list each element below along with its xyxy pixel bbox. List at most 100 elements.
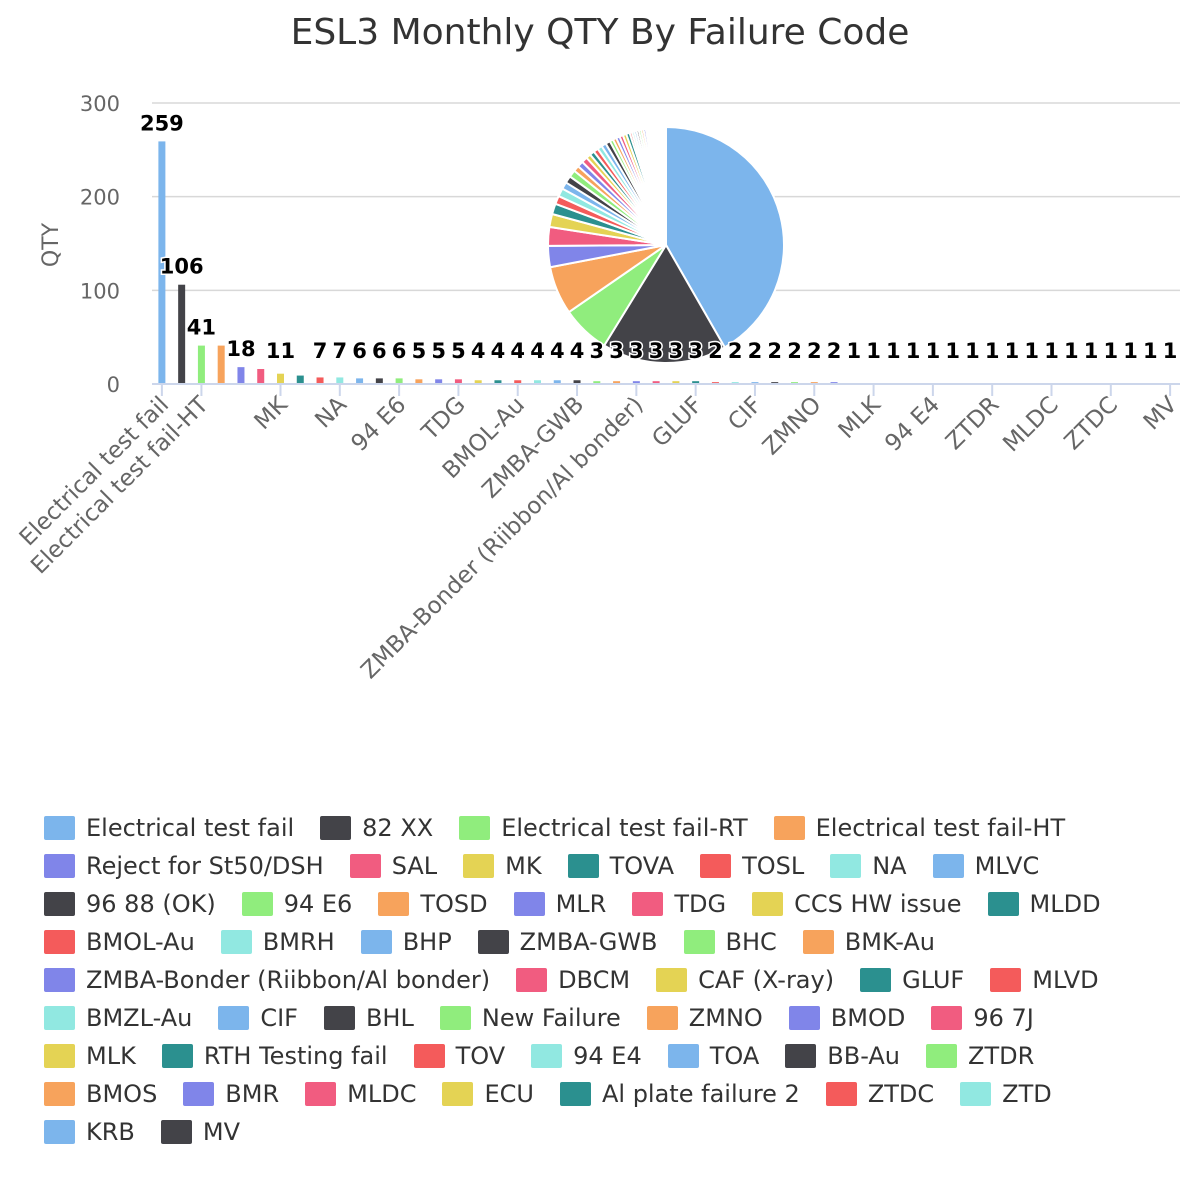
bar[interactable]	[178, 284, 186, 384]
legend-item[interactable]: DBCM	[516, 966, 630, 994]
legend-item[interactable]: MLVD	[990, 965, 1099, 994]
legend-item[interactable]: BMOL-Au	[44, 928, 195, 956]
legend-item[interactable]: BHC	[683, 928, 777, 956]
legend-item[interactable]: New Failure	[439, 1004, 621, 1032]
bar[interactable]	[277, 373, 284, 384]
x-tick-label: MK	[250, 391, 294, 435]
bar[interactable]	[356, 378, 364, 384]
legend-item[interactable]: BMZL-Au	[44, 1004, 192, 1032]
legend-item[interactable]: 96 88 (OK)	[44, 889, 216, 918]
pie-slice[interactable]	[602, 243, 727, 364]
legend-item[interactable]: TOV	[413, 1042, 505, 1070]
data-label: 1	[945, 339, 960, 363]
legend-item[interactable]: ZTDC	[825, 1080, 934, 1108]
legend-item[interactable]: TOSD	[378, 890, 488, 918]
y-axis-title: QTY	[39, 222, 64, 267]
legend-item[interactable]: CIF	[218, 1004, 298, 1032]
legend-item[interactable]: MK	[463, 852, 542, 880]
bar[interactable]	[395, 378, 403, 384]
bar[interactable]	[652, 381, 660, 384]
legend-item[interactable]: MLK	[44, 1042, 136, 1070]
legend-item[interactable]: Reject for St50/DSH	[44, 852, 324, 880]
bar[interactable]	[316, 377, 324, 384]
legend-swatch	[656, 967, 688, 992]
legend-swatch	[700, 853, 732, 878]
legend-item[interactable]: BMRH	[220, 928, 335, 956]
legend-item[interactable]: CAF (X-ray)	[656, 966, 834, 994]
bar[interactable]	[534, 380, 541, 384]
legend-item[interactable]: ZMBA-GWB	[477, 928, 658, 956]
legend-item[interactable]: GLUF	[860, 966, 964, 994]
legend-item[interactable]: Al plate failure 2	[559, 1080, 800, 1108]
legend-item[interactable]: NA	[830, 852, 907, 880]
legend-item[interactable]: RTH Testing fail	[161, 1041, 388, 1070]
bar[interactable]	[613, 381, 621, 384]
legend-item[interactable]: MLDC	[305, 1080, 416, 1108]
bar[interactable]	[336, 377, 344, 384]
legend-item[interactable]: MLVC	[932, 852, 1039, 880]
legend-item[interactable]: KRB	[44, 1118, 135, 1146]
legend-item[interactable]: MLDD	[987, 890, 1101, 918]
legend-item[interactable]: ZTDR	[926, 1042, 1034, 1070]
bar[interactable]	[435, 379, 443, 384]
legend-item[interactable]: CCS HW issue	[752, 889, 962, 918]
legend-item[interactable]: BMOD	[788, 1004, 905, 1032]
bar[interactable]	[514, 380, 522, 384]
bar[interactable]	[217, 345, 225, 384]
legend-label: BHL	[365, 1003, 414, 1032]
bar[interactable]	[237, 367, 245, 384]
bar[interactable]	[375, 378, 383, 384]
bar[interactable]	[593, 381, 601, 384]
legend-item[interactable]: BMK-Au	[802, 928, 935, 956]
legend-label: 96 88 (OK)	[86, 889, 216, 918]
bar[interactable]	[632, 381, 640, 384]
legend-label: MLVD	[1032, 965, 1099, 994]
legend-item[interactable]: BB-Au	[785, 1042, 900, 1070]
bar[interactable]	[454, 379, 462, 384]
legend-item[interactable]: 96 7J	[931, 1004, 1034, 1032]
x-tick-label: GLUF	[647, 392, 708, 453]
legend-item[interactable]: 94 E4	[531, 1042, 642, 1070]
legend-item[interactable]: SAL	[349, 852, 437, 880]
data-label: 1	[1084, 339, 1099, 363]
legend-item[interactable]: Electrical test fail-HT	[773, 814, 1065, 842]
legend-item[interactable]: 94 E6	[241, 890, 352, 918]
legend-item[interactable]: BHP	[360, 928, 452, 956]
legend-item[interactable]: TOA	[667, 1042, 759, 1070]
legend-item[interactable]: BMR	[183, 1080, 279, 1108]
legend-item[interactable]: ZMBA-Bonder (Riibbon/Al bonder)	[44, 966, 490, 994]
bar[interactable]	[158, 141, 166, 384]
legend-label: RTH Testing fail	[203, 1041, 388, 1070]
legend-item[interactable]: TDG	[632, 890, 726, 918]
legend-item[interactable]: ZMNO	[646, 1004, 763, 1032]
legend-item[interactable]: BMOS	[44, 1080, 157, 1108]
bar[interactable]	[197, 345, 205, 384]
legend-item[interactable]: TOSL	[700, 852, 804, 880]
bar[interactable]	[296, 375, 304, 384]
legend-item[interactable]: BHL	[323, 1003, 414, 1032]
legend-label: CCS HW issue	[794, 889, 962, 918]
bar[interactable]	[692, 381, 700, 384]
legend-item[interactable]: ZTD	[960, 1080, 1052, 1108]
data-label: 4	[491, 339, 506, 363]
bar[interactable]	[672, 381, 680, 384]
bar[interactable]	[415, 379, 423, 384]
legend-item[interactable]: MLR	[513, 890, 606, 918]
legend-item[interactable]: Electrical test fail	[44, 814, 294, 842]
legend-item[interactable]: MV	[160, 1118, 240, 1146]
bar[interactable]	[474, 380, 482, 384]
bar[interactable]	[553, 380, 561, 384]
data-label: 4	[570, 339, 585, 363]
bar[interactable]	[257, 369, 265, 384]
legend-swatch	[987, 891, 1019, 916]
data-label: 1	[1123, 339, 1138, 363]
bar[interactable]	[573, 380, 581, 384]
bar[interactable]	[494, 380, 502, 384]
legend-item[interactable]: 82 XX	[320, 814, 433, 842]
pie-slice[interactable]	[663, 125, 667, 246]
data-label: 6	[372, 339, 387, 363]
legend-item[interactable]: TOVA	[567, 852, 674, 880]
pie-slice[interactable]	[665, 125, 785, 349]
legend-item[interactable]: ECU	[442, 1080, 534, 1108]
legend-item[interactable]: Electrical test fail-RT	[459, 814, 748, 842]
